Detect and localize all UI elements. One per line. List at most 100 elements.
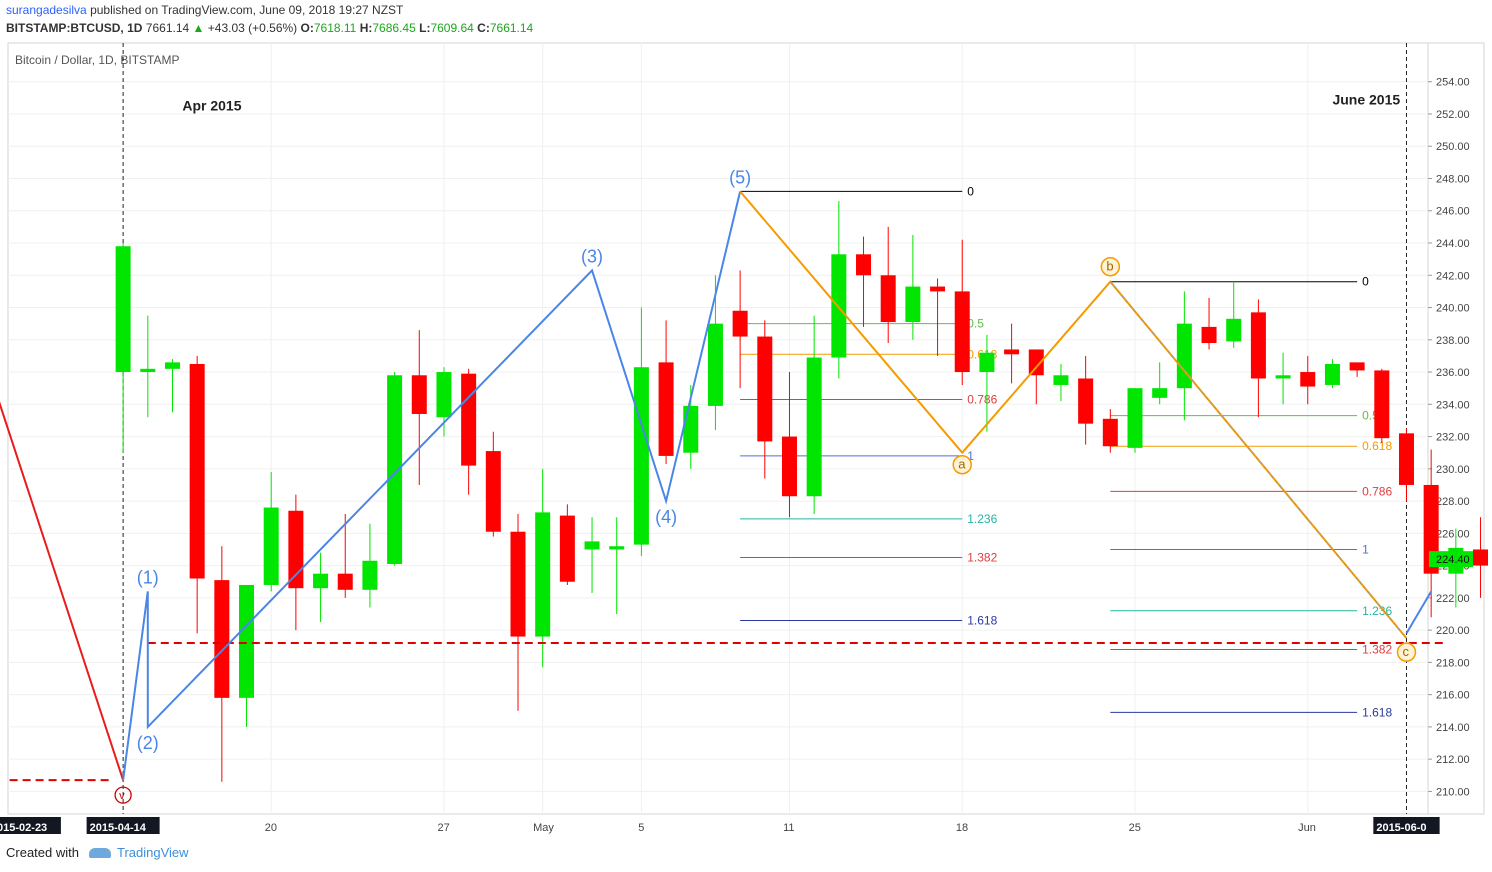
candle-body <box>535 512 551 637</box>
fib-level-label: 1.382 <box>967 551 997 565</box>
y-tick-label: 212.00 <box>1436 754 1470 766</box>
candle-body <box>1004 349 1020 355</box>
x-tick-label: May <box>533 822 554 834</box>
symbol-label: BITSTAMP:BTCUSD, 1D <box>6 21 143 35</box>
x-tick-label: 18 <box>956 822 968 834</box>
x-tick-label: 2015-02-23 <box>0 822 47 834</box>
candle-body <box>979 352 995 373</box>
x-tick-label: 2015-04-14 <box>90 822 147 834</box>
x-tick-label: 11 <box>783 822 794 834</box>
current-price-label: 224.40 <box>1436 554 1470 566</box>
candle-body <box>485 451 501 532</box>
wave-line-red <box>0 401 125 781</box>
candle-body <box>1127 388 1143 448</box>
wave-label-circle <box>1396 642 1417 662</box>
change-value: +43.03 (+0.56%) <box>207 21 298 35</box>
fib-level-label: 0 <box>967 184 974 198</box>
current-price-badge <box>1429 551 1473 568</box>
y-tick-label: 248.00 <box>1436 173 1470 185</box>
last-price: 7661.14 <box>145 21 190 35</box>
candle-body <box>263 507 279 585</box>
wave-label: v <box>119 790 125 802</box>
candle-body <box>633 367 649 545</box>
candle-body <box>140 368 156 373</box>
candle-body <box>411 375 427 414</box>
tradingview-link[interactable]: TradingView <box>117 845 189 860</box>
low-label: L: <box>419 21 431 35</box>
candle-body <box>288 510 304 589</box>
candle-body <box>707 323 723 406</box>
wave-label-circle <box>952 454 972 475</box>
y-tick-label: 244.00 <box>1436 238 1470 250</box>
y-tick-label: 234.00 <box>1436 399 1470 411</box>
candle-body <box>436 372 452 418</box>
footer: Created with TradingView <box>6 845 189 860</box>
candle-body <box>930 286 946 292</box>
candle-body <box>880 275 896 323</box>
candle-body <box>1473 549 1489 566</box>
fib-level-label: 1.618 <box>967 613 997 627</box>
y-tick-label: 230.00 <box>1436 464 1470 476</box>
candle-body <box>584 541 600 550</box>
open-value: 7618.11 <box>313 21 357 35</box>
x-date-box <box>1373 817 1440 834</box>
candle-body <box>461 373 477 466</box>
x-tick-label: 25 <box>1129 822 1141 834</box>
fib-level-label: 1.618 <box>1362 705 1392 719</box>
candle-body <box>337 573 353 590</box>
chart-title: Bitcoin / Dollar, 1D, BITSTAMP <box>15 53 180 67</box>
candle-body <box>239 584 255 698</box>
x-tick-label: 27 <box>438 822 450 834</box>
candle-body <box>214 580 230 698</box>
candle-body <box>905 286 921 323</box>
y-tick-label: 216.00 <box>1436 690 1470 702</box>
candle-body <box>362 560 378 590</box>
candle-body <box>732 310 748 337</box>
candle-body <box>831 254 847 358</box>
y-tick-label: 226.00 <box>1436 528 1470 540</box>
wave-line-blue <box>122 191 742 781</box>
open-label: O: <box>300 21 314 35</box>
candle-body <box>1102 418 1118 447</box>
candle-body <box>757 336 773 442</box>
y-tick-label: 218.00 <box>1436 657 1470 669</box>
date-annotation: Apr 2015 <box>182 98 241 114</box>
candle-body <box>609 546 625 550</box>
y-tick-label: 236.00 <box>1436 367 1470 379</box>
candle-body <box>1053 375 1069 385</box>
candle-body <box>1250 312 1266 379</box>
date-annotation: June 2015 <box>1332 91 1400 107</box>
published-text: published on TradingView.com, June 09, 2… <box>90 3 404 17</box>
candle-body <box>1028 349 1044 376</box>
fib-level-label: 0.786 <box>1362 484 1392 498</box>
candle-body <box>387 375 403 564</box>
candle-body <box>313 573 329 589</box>
wave-label: b <box>1106 259 1113 274</box>
fib-level-label: 0.5 <box>967 317 984 331</box>
candle-body <box>1374 370 1390 439</box>
candle-body <box>559 515 575 582</box>
candle-body <box>658 362 674 456</box>
trend-guide-line <box>1109 281 1407 639</box>
candle-body <box>856 254 872 276</box>
y-tick-label: 254.00 <box>1436 77 1470 89</box>
wave-label: c <box>1402 644 1409 659</box>
y-tick-label: 246.00 <box>1436 206 1470 218</box>
candle-body <box>683 405 699 453</box>
author-link[interactable]: surangadesilva <box>6 3 87 17</box>
wave-label: (2) <box>137 733 159 753</box>
wave-label: a <box>958 457 966 472</box>
fib-level-label: 0.618 <box>1362 439 1392 453</box>
candle-body <box>1226 318 1242 342</box>
y-tick-label: 250.00 <box>1436 141 1470 153</box>
y-tick-label: 252.00 <box>1436 109 1470 121</box>
candle-body <box>954 291 970 373</box>
x-date-box <box>86 817 160 834</box>
y-tick-label: 220.00 <box>1436 625 1470 637</box>
wave-label: (4) <box>655 507 677 527</box>
x-tick-label: 20 <box>265 822 277 834</box>
wave-label-circle <box>1100 256 1121 277</box>
fib-level-label: 1.236 <box>1362 604 1392 618</box>
candle-body <box>1398 433 1414 485</box>
